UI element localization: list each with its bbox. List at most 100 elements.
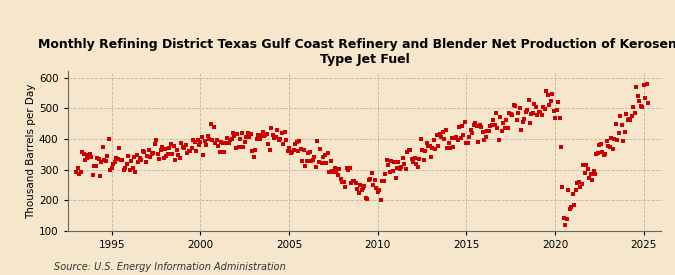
Point — [456, 124, 467, 128]
Point — [263, 142, 274, 146]
Point — [479, 138, 489, 142]
Point — [184, 149, 194, 153]
Point — [408, 160, 418, 164]
Point — [420, 149, 431, 153]
Point — [204, 136, 215, 141]
Point — [185, 148, 196, 153]
Point — [575, 185, 586, 189]
Point — [291, 140, 302, 145]
Point — [343, 168, 354, 172]
Point — [635, 104, 646, 109]
Point — [95, 174, 105, 178]
Point — [313, 160, 324, 164]
Point — [225, 138, 236, 142]
Point — [360, 195, 371, 200]
Point — [528, 111, 539, 115]
Point — [244, 135, 254, 140]
Point — [396, 165, 407, 169]
Point — [427, 146, 438, 150]
Point — [216, 140, 227, 144]
Point — [568, 192, 578, 196]
Point — [319, 152, 330, 157]
Point — [587, 178, 597, 182]
Point — [475, 123, 485, 127]
Point — [340, 184, 351, 189]
Point — [423, 144, 433, 148]
Point — [143, 147, 154, 152]
Point — [211, 138, 222, 142]
Point — [265, 148, 275, 152]
Point — [269, 136, 279, 141]
Point — [622, 118, 633, 122]
Point — [83, 153, 94, 158]
Point — [307, 158, 318, 163]
Point — [118, 168, 129, 173]
Point — [226, 137, 237, 141]
Point — [154, 156, 165, 161]
Point — [153, 152, 163, 156]
Point — [194, 142, 205, 147]
Point — [470, 121, 481, 125]
Point — [165, 142, 176, 147]
Point — [189, 140, 200, 144]
Point — [535, 110, 545, 114]
Point — [329, 166, 340, 170]
Point — [353, 191, 364, 195]
Point — [524, 121, 535, 126]
Point — [476, 125, 487, 130]
Point — [195, 140, 206, 144]
Point — [395, 167, 406, 171]
Point — [312, 139, 323, 143]
Point — [502, 126, 513, 130]
Point — [322, 151, 333, 155]
Point — [639, 83, 649, 87]
Point — [127, 166, 138, 170]
Point — [606, 136, 617, 140]
Point — [560, 223, 571, 227]
Point — [551, 107, 562, 112]
Point — [626, 113, 637, 118]
Point — [192, 138, 203, 142]
Point — [221, 136, 232, 140]
Point — [290, 141, 300, 146]
Point — [460, 120, 470, 124]
Point — [454, 125, 464, 129]
Point — [271, 134, 281, 139]
Point — [132, 153, 142, 157]
Point — [231, 146, 242, 150]
Point — [117, 158, 128, 162]
Point — [495, 114, 506, 119]
Point — [541, 88, 551, 93]
Point — [101, 159, 111, 163]
Point — [508, 103, 519, 107]
Point — [303, 150, 314, 155]
Point — [445, 146, 456, 150]
Point — [96, 160, 107, 165]
Point — [625, 118, 636, 123]
Point — [591, 152, 602, 156]
Point — [471, 123, 482, 128]
Point — [458, 132, 469, 137]
Point — [483, 129, 494, 133]
Point — [178, 145, 188, 150]
Point — [227, 131, 238, 135]
Point — [86, 155, 97, 160]
Point — [174, 155, 185, 160]
Point — [387, 169, 398, 173]
Point — [342, 166, 352, 170]
Point — [500, 125, 510, 130]
Point — [632, 94, 643, 99]
Point — [327, 169, 338, 173]
Point — [584, 175, 595, 180]
Point — [437, 129, 448, 134]
Point — [77, 150, 88, 155]
Point — [167, 152, 178, 156]
Point — [159, 147, 170, 152]
Point — [433, 144, 443, 148]
Point — [371, 185, 382, 190]
Point — [610, 122, 621, 126]
Point — [593, 151, 603, 155]
Point — [491, 111, 502, 116]
Point — [198, 153, 209, 158]
Point — [315, 147, 325, 152]
